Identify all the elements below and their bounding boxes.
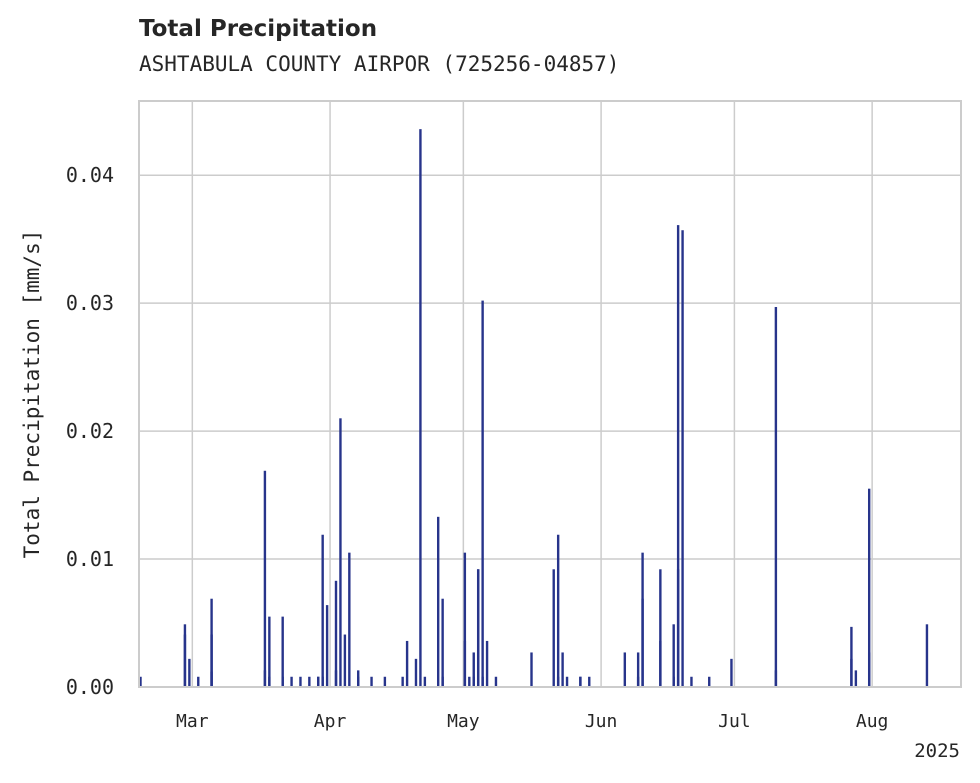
grid-lines: [139, 101, 961, 687]
precip-bar: [188, 658, 191, 687]
chart-subtitle: ASHTABULA COUNTY AIRPOR (725256-04857): [139, 52, 620, 76]
precip-bar: [708, 676, 711, 687]
precip-bar: [530, 652, 533, 687]
precip-bar: [494, 676, 498, 687]
precip-bar: [636, 676, 640, 687]
precip-bar: [263, 470, 267, 687]
precip-bar: [334, 670, 338, 687]
precip-bar: [672, 624, 675, 687]
precip-bar: [854, 670, 858, 687]
precip-bar: [681, 230, 684, 687]
precip-bar: [672, 676, 675, 687]
precip-bar: [370, 676, 373, 687]
precip-bar: [659, 569, 662, 687]
precip-bar: [476, 569, 480, 687]
x-tick-label: Jul: [718, 711, 751, 732]
precip-bar: [343, 634, 347, 687]
precip-bar: [281, 616, 284, 687]
precip-bar: [556, 534, 560, 687]
precip-bar: [774, 306, 778, 687]
precip-bar: [579, 676, 582, 687]
x-tick-label: Jun: [585, 711, 618, 732]
y-axis-label: Total Precipitation [mm/s]: [20, 230, 44, 559]
precip-bar: [441, 676, 444, 687]
precip-bar: [419, 129, 422, 688]
y-tick-label: 0.04: [66, 163, 114, 187]
x-tick-label: Aug: [856, 711, 889, 732]
precip-bar: [850, 626, 853, 687]
precip-bar: [268, 616, 271, 687]
y-tick-label: 0.01: [66, 547, 114, 571]
precip-bar: [636, 652, 640, 687]
precip-bar: [552, 569, 555, 687]
precip-bar: [481, 676, 484, 687]
precip-bar: [325, 605, 329, 687]
precip-bar: [468, 676, 471, 687]
precip-bar: [210, 634, 213, 687]
precip-bar: [556, 676, 560, 687]
precip-bar: [565, 676, 569, 687]
x-tick-label: Apr: [314, 711, 347, 732]
precip-bar: [441, 598, 444, 687]
precip-bar: [774, 670, 778, 687]
precip-bar: [472, 676, 475, 687]
y-axis-ticks: 0.00 0.01 0.02 0.03 0.04: [66, 163, 114, 699]
precip-bar: [308, 676, 311, 687]
precip-bar: [210, 671, 213, 687]
precip-bar: [676, 569, 680, 687]
x-tick-label: May: [447, 711, 480, 732]
x-tick-label: Mar: [176, 711, 209, 732]
precip-bar: [299, 676, 302, 687]
precip-bar: [339, 418, 342, 687]
precip-bar: [405, 640, 409, 687]
precip-bar: [401, 676, 404, 687]
precip-bar: [321, 534, 324, 687]
x-axis-offset-label: 2025: [914, 740, 960, 762]
precip-bar: [414, 658, 418, 687]
precip-bar: [334, 580, 338, 687]
precip-bar: [290, 676, 293, 687]
precip-bar: [436, 516, 440, 687]
precip-bar: [588, 676, 591, 687]
precip-bar: [423, 676, 427, 687]
precip-bar: [472, 652, 475, 687]
precip-bar: [197, 676, 200, 687]
precip-bar: [321, 676, 324, 687]
precip-bar: [383, 676, 387, 687]
precip-bar: [481, 300, 484, 687]
y-tick-label: 0.00: [66, 675, 114, 699]
precip-bar: [561, 652, 564, 687]
precip-bar: [263, 670, 267, 687]
y-tick-label: 0.03: [66, 291, 114, 315]
precip-bar: [676, 225, 680, 687]
precip-bar: [463, 552, 467, 687]
precip-bar: [925, 624, 929, 687]
precip-bar: [867, 488, 871, 687]
precip-bar: [348, 552, 351, 687]
precip-bar: [183, 634, 187, 687]
precip-bar: [317, 676, 320, 687]
precip-bar: [690, 676, 693, 687]
precip-bar: [268, 676, 271, 687]
precip-bar: [623, 652, 627, 687]
precip-bar: [357, 676, 360, 687]
precip-bar: [139, 676, 142, 687]
chart-title: Total Precipitation: [139, 16, 378, 42]
data-bars: [139, 129, 929, 688]
precip-bar: [659, 640, 662, 687]
plot-frame: [138, 100, 962, 688]
precip-bar: [463, 640, 467, 687]
precip-bar: [730, 658, 733, 687]
precip-bar: [281, 676, 284, 687]
precip-bar: [485, 640, 489, 687]
y-tick-label: 0.02: [66, 419, 114, 443]
x-axis-ticks: Mar Apr May Jun Jul Aug: [176, 711, 888, 732]
precip-bar: [641, 598, 644, 687]
